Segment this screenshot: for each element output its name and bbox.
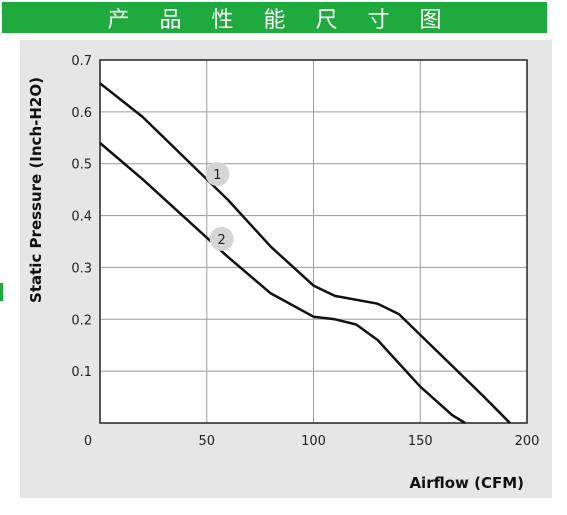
curve-label-badge-2	[209, 226, 234, 251]
y-tick-label-4: 0.5	[71, 158, 92, 173]
x-tick-label-0: 0	[84, 434, 92, 449]
x-tick-label-1: 50	[198, 434, 215, 449]
y-axis-label: Static Pressure (Inch-H2O)	[27, 77, 45, 303]
left-edge-marker	[0, 283, 3, 301]
series-line-1	[99, 82, 511, 424]
curve-label-2: 2	[218, 233, 226, 248]
curve-label-1: 1	[213, 168, 221, 183]
y-tick-label-6: 0.7	[71, 54, 92, 69]
curve-label-badge-1	[205, 162, 230, 187]
y-tick-label-2: 0.3	[71, 261, 92, 276]
y-tick-label-0: 0.1	[71, 365, 92, 380]
y-tick-label-5: 0.6	[71, 106, 92, 121]
y-tick-label-1: 0.2	[71, 313, 92, 328]
y-tick-label-3: 0.4	[71, 210, 92, 225]
x-tick-label-3: 150	[408, 434, 433, 449]
x-tick-label-4: 200	[515, 434, 540, 449]
title-banner: 产品性能尺寸图	[2, 2, 547, 33]
plot-frame	[99, 59, 528, 424]
series-line-2	[99, 142, 466, 425]
x-tick-label-2: 100	[301, 434, 326, 449]
x-axis-label: Airflow (CFM)	[409, 474, 524, 492]
banner-title: 产品性能尺寸图	[107, 7, 472, 33]
